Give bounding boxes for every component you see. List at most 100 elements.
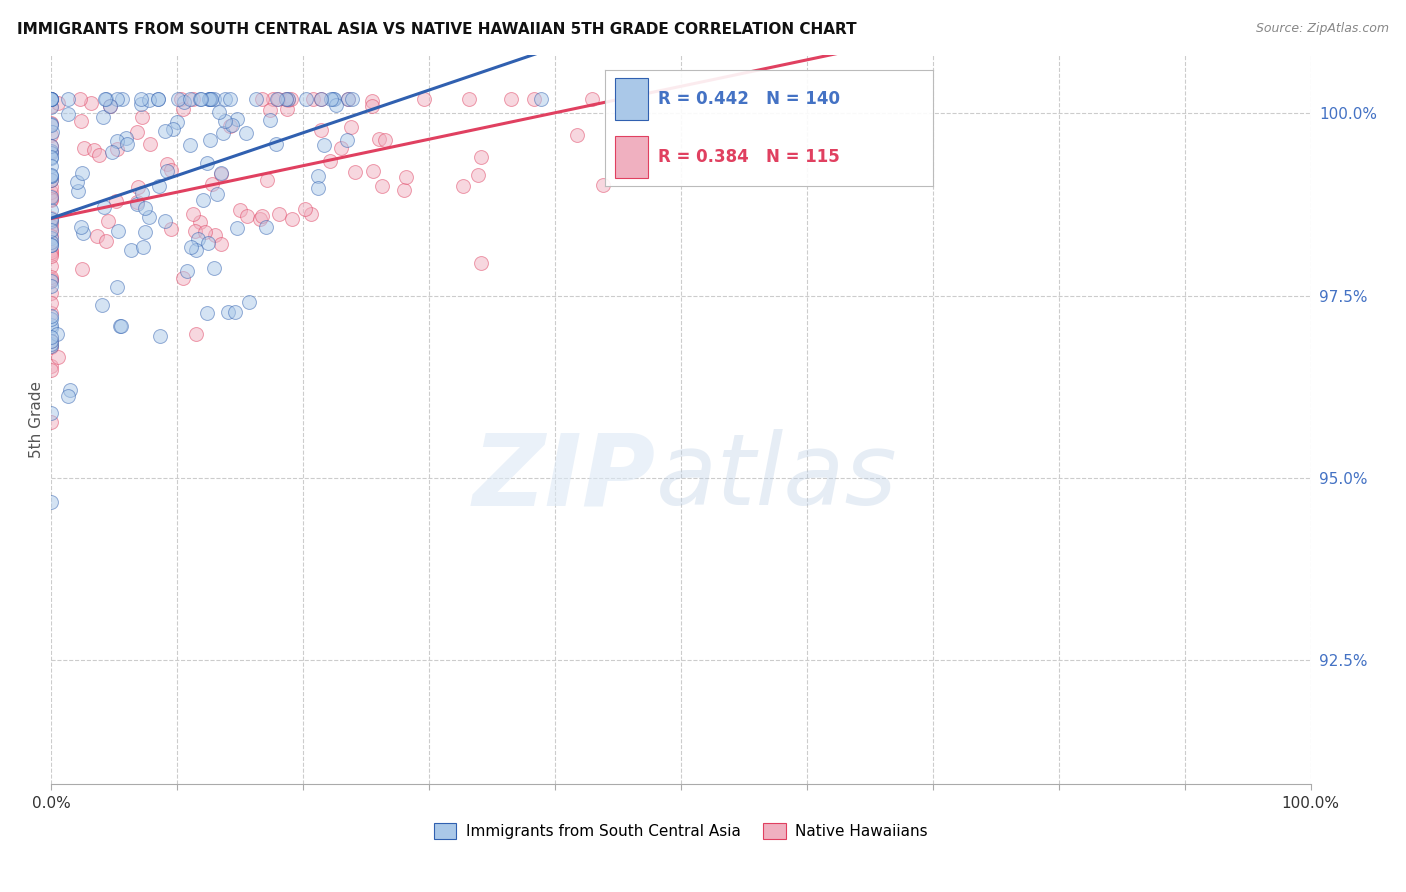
Point — [138, 211, 160, 225]
Text: Source: ZipAtlas.com: Source: ZipAtlas.com — [1256, 22, 1389, 36]
Point — [360, 94, 382, 108]
Point — [195, 156, 218, 170]
Point — [198, 92, 221, 106]
Point — [214, 92, 236, 106]
Point — [299, 207, 322, 221]
Point — [39, 363, 62, 377]
Point — [39, 286, 62, 301]
Point — [522, 92, 544, 106]
Point — [581, 92, 603, 106]
Point — [209, 167, 232, 181]
Point — [156, 163, 179, 178]
Point — [343, 164, 366, 178]
Point — [188, 215, 211, 229]
Point — [256, 173, 278, 187]
Point — [340, 92, 363, 106]
Point — [101, 145, 124, 160]
Point — [186, 244, 208, 258]
Point — [162, 122, 184, 136]
Point — [39, 169, 62, 183]
Point — [170, 92, 193, 106]
Point — [592, 178, 614, 192]
Point — [127, 194, 149, 209]
Point — [39, 270, 62, 285]
Point — [280, 92, 302, 106]
Point — [392, 183, 415, 197]
Point — [39, 173, 62, 187]
Point — [39, 215, 62, 229]
Point — [131, 186, 153, 200]
Y-axis label: 5th Grade: 5th Grade — [30, 381, 44, 458]
Point — [39, 203, 62, 218]
Point — [134, 225, 156, 239]
Point — [295, 92, 318, 106]
Point — [39, 306, 62, 320]
Point — [108, 318, 131, 333]
Point — [209, 166, 232, 180]
Point — [69, 113, 91, 128]
Point — [89, 148, 111, 162]
Point — [69, 92, 91, 106]
Point — [39, 151, 62, 165]
Point — [156, 157, 179, 171]
Point — [370, 178, 392, 193]
Point — [208, 105, 231, 120]
Point — [39, 128, 62, 142]
Point — [39, 214, 62, 228]
Point — [39, 337, 62, 351]
Point — [39, 243, 62, 257]
Point — [259, 112, 281, 127]
Point — [73, 141, 96, 155]
Point — [202, 260, 225, 275]
Point — [98, 99, 121, 113]
Point — [173, 95, 195, 110]
Point — [183, 224, 205, 238]
Point — [221, 118, 243, 132]
Point — [374, 133, 396, 147]
Point — [39, 150, 62, 164]
Point — [79, 95, 101, 110]
Point — [41, 125, 63, 139]
Point — [39, 244, 62, 259]
Point — [39, 249, 62, 263]
Point — [39, 179, 62, 194]
Point — [83, 143, 105, 157]
Point — [301, 92, 323, 106]
Point — [467, 168, 489, 182]
Point — [39, 146, 62, 161]
Point — [274, 92, 297, 106]
Point — [39, 272, 62, 286]
Point — [105, 279, 128, 293]
Point — [337, 92, 360, 106]
Point — [39, 274, 62, 288]
Point — [39, 92, 62, 106]
Point — [249, 212, 271, 227]
Point — [39, 92, 62, 106]
Point — [451, 178, 474, 193]
Point — [127, 197, 149, 211]
Point — [236, 210, 259, 224]
Point — [226, 112, 249, 126]
Text: IMMIGRANTS FROM SOUTH CENTRAL ASIA VS NATIVE HAWAIIAN 5TH GRADE CORRELATION CHAR: IMMIGRANTS FROM SOUTH CENTRAL ASIA VS NA… — [17, 22, 856, 37]
Point — [276, 92, 298, 106]
Point — [412, 92, 434, 106]
Point — [281, 211, 304, 226]
Point — [229, 203, 252, 218]
Point — [94, 92, 117, 106]
Point — [176, 264, 198, 278]
Point — [39, 312, 62, 326]
Point — [319, 92, 342, 106]
Point — [470, 151, 492, 165]
Point — [212, 126, 235, 140]
Point — [120, 243, 142, 257]
Point — [46, 96, 69, 111]
Point — [530, 92, 553, 106]
Point — [39, 415, 62, 429]
Point — [218, 92, 240, 106]
Point — [179, 138, 201, 153]
Point — [39, 318, 62, 332]
Point — [39, 160, 62, 174]
Point — [129, 97, 152, 112]
Point — [39, 172, 62, 186]
Point — [39, 223, 62, 237]
